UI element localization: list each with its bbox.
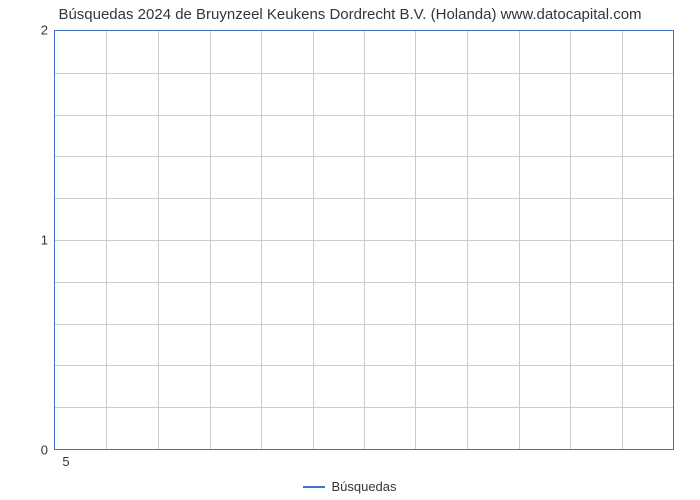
- plot-area: [54, 30, 674, 450]
- grid-v-line: [467, 31, 468, 449]
- legend-label: Búsquedas: [331, 479, 396, 494]
- grid-v-line: [261, 31, 262, 449]
- y-tick-label: 0: [8, 443, 48, 458]
- legend: Búsquedas: [0, 478, 700, 494]
- legend-swatch-icon: [303, 486, 325, 488]
- chart-container: Búsquedas 2024 de Bruynzeel Keukens Dord…: [0, 0, 700, 500]
- grid-v-line: [622, 31, 623, 449]
- grid-v-line: [415, 31, 416, 449]
- grid-v-line: [364, 31, 365, 449]
- chart-title: Búsquedas 2024 de Bruynzeel Keukens Dord…: [0, 6, 700, 23]
- grid-v-line: [106, 31, 107, 449]
- grid-v-line: [158, 31, 159, 449]
- grid-v-line: [570, 31, 571, 449]
- y-tick-label: 2: [8, 23, 48, 38]
- x-tick-label: 5: [62, 454, 69, 469]
- grid-v-line: [519, 31, 520, 449]
- y-tick-label: 1: [8, 233, 48, 248]
- grid-v-line: [313, 31, 314, 449]
- grid-v-line: [210, 31, 211, 449]
